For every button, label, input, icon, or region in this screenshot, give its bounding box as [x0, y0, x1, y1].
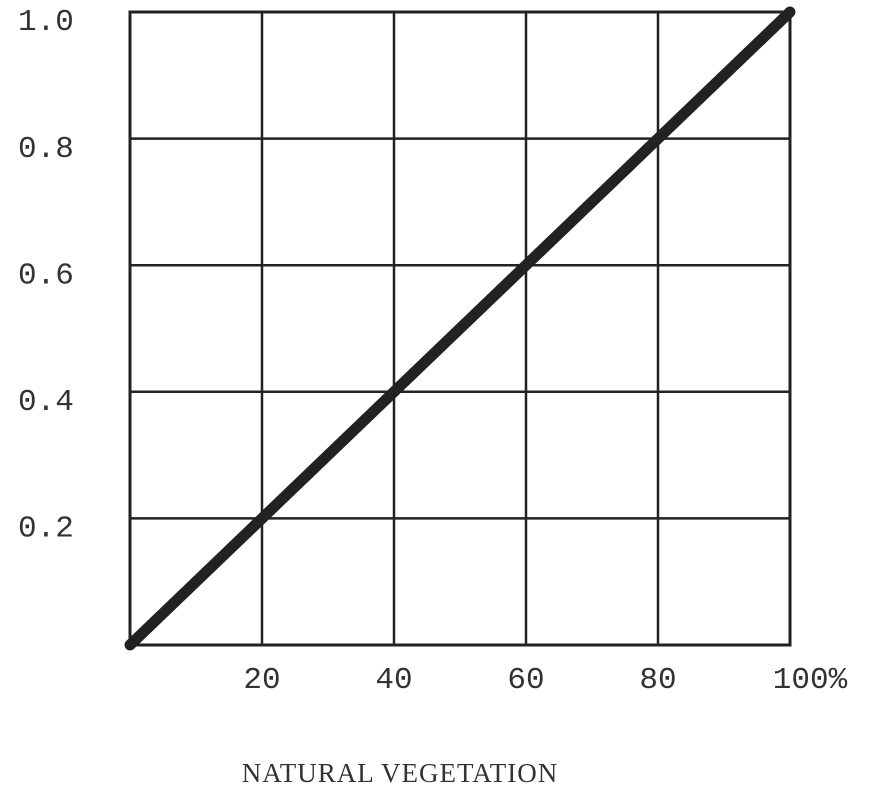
x-tick-label: 60 — [507, 663, 544, 698]
x-tick-label: 40 — [375, 663, 412, 698]
x-axis-title: NATURAL VEGETATION — [242, 758, 559, 788]
data-line — [124, 6, 796, 651]
y-tick-label: 0.8 — [18, 132, 74, 167]
y-tick-label: 0.6 — [18, 258, 74, 293]
y-tick-label: 1.0 — [18, 5, 74, 40]
x-tick-label: 100% — [773, 663, 848, 698]
y-tick-label: 0.4 — [18, 385, 74, 420]
x-tick-label: 80 — [639, 663, 676, 698]
x-tick-label: 20 — [243, 663, 280, 698]
y-tick-label: 0.2 — [18, 512, 74, 547]
